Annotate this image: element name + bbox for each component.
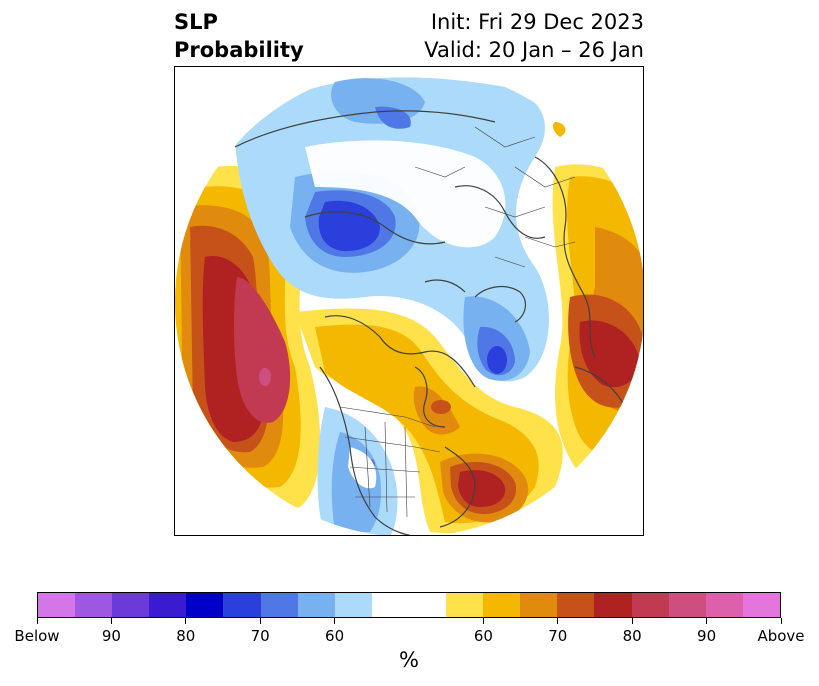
- coastlines: [234, 110, 627, 535]
- colorbar-tick: [36, 618, 38, 624]
- probability-map: [175, 67, 643, 535]
- colorbar-swatch: [742, 593, 780, 617]
- colorbar-tick-label: 80: [176, 627, 196, 645]
- colorbar-tick-label: 60: [473, 627, 493, 645]
- title-type: Probability: [174, 38, 304, 62]
- colorbar-swatch: [594, 593, 632, 617]
- colorbar-swatch: [631, 593, 669, 617]
- title-right: Init: Fri 29 Dec 2023 Valid: 20 Jan – 26…: [424, 8, 644, 64]
- colorbar-tick: [110, 618, 112, 624]
- colorbar-swatch: [668, 593, 706, 617]
- colorbar-unit: %: [399, 648, 419, 672]
- title-variable: SLP: [174, 10, 218, 34]
- colorbar-swatch: [408, 593, 447, 617]
- colorbar-tick-label: Below: [14, 627, 60, 645]
- colorbar-swatch: [186, 593, 224, 617]
- colorbar-tick: [259, 618, 261, 624]
- title-left: SLP Probability: [174, 8, 304, 64]
- colorbar-tick-label: 60: [325, 627, 345, 645]
- colorbar-tick: [482, 618, 484, 624]
- colorbar-tick-label: 90: [697, 627, 717, 645]
- colorbar-tick: [334, 618, 336, 624]
- colorbar-swatch: [260, 593, 298, 617]
- colorbar-swatch: [223, 593, 261, 617]
- eurasia-above-region: [552, 122, 643, 484]
- colorbar-tick-label: 70: [548, 627, 568, 645]
- colorbar-tick: [557, 618, 559, 624]
- colorbar-swatch: [520, 593, 558, 617]
- colorbar-tick: [780, 618, 782, 624]
- colorbar-swatch: [75, 593, 113, 617]
- colorbar-swatch: [149, 593, 187, 617]
- colorbar-tick-label: 90: [101, 627, 121, 645]
- colorbar-swatch: [557, 593, 595, 617]
- colorbar-tick: [631, 618, 633, 624]
- init-date: Init: Fri 29 Dec 2023: [430, 10, 644, 34]
- colorbar: [37, 592, 781, 618]
- colorbar-swatch: [446, 593, 484, 617]
- colorbar-tick: [706, 618, 708, 624]
- map-panel: [174, 66, 644, 536]
- political-borders: [339, 126, 576, 518]
- colorbar-tick-label: Above: [757, 627, 805, 645]
- colorbar-swatch: [483, 593, 521, 617]
- arctic-below-region: [235, 77, 549, 382]
- colorbar-swatch: [38, 593, 76, 617]
- colorbar-swatch: [371, 593, 409, 617]
- pacific-above-region: [175, 165, 321, 509]
- colorbar-tick-label: 70: [250, 627, 270, 645]
- colorbar-swatch: [112, 593, 150, 617]
- colorbar-swatch: [705, 593, 743, 617]
- colorbar-tick-label: 80: [622, 627, 642, 645]
- colorbar-swatch: [297, 593, 335, 617]
- valid-range: Valid: 20 Jan – 26 Jan: [424, 38, 644, 62]
- colorbar-swatch: [334, 593, 372, 617]
- colorbar-tick: [185, 618, 187, 624]
